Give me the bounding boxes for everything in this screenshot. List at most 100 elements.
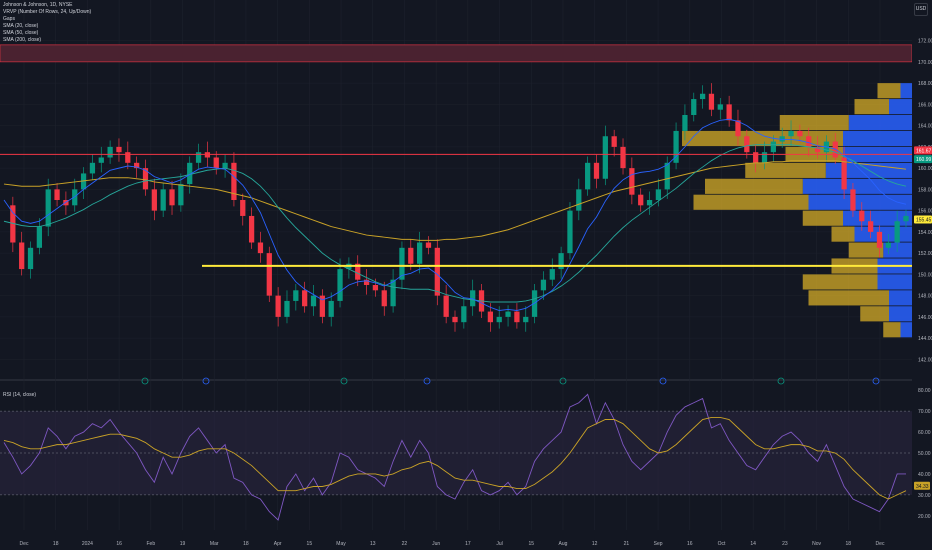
candle-body bbox=[248, 215, 255, 243]
x-tick-label: Feb bbox=[147, 541, 156, 547]
candle-body bbox=[514, 311, 520, 323]
horizontal-lines[interactable] bbox=[0, 153, 912, 267]
candle-body bbox=[788, 130, 794, 137]
profile-row-down bbox=[900, 322, 912, 338]
rsi-legend[interactable]: RSI (14, close) bbox=[3, 392, 37, 398]
candle-body bbox=[302, 290, 308, 307]
legend-sma20[interactable]: SMA (20, close) bbox=[3, 23, 39, 29]
y-tick-label: 166.00 bbox=[918, 102, 932, 108]
rsi-y-tick-label: 60.00 bbox=[918, 430, 931, 436]
candle-body bbox=[814, 146, 821, 153]
x-tick-label: Mar bbox=[210, 541, 219, 547]
rsi-badge-label: 34.33 bbox=[916, 484, 929, 490]
x-tick-label: 15 bbox=[307, 541, 313, 547]
candle-body bbox=[363, 279, 370, 285]
candle-body bbox=[505, 311, 511, 317]
sma20-line bbox=[3, 118, 907, 311]
x-tick-label: Jun bbox=[432, 541, 440, 547]
profile-row-down bbox=[889, 306, 912, 322]
candle-body bbox=[540, 279, 547, 291]
event-marker[interactable] bbox=[872, 377, 880, 385]
x-tick-label: Sep bbox=[654, 541, 663, 547]
candle-body bbox=[726, 104, 732, 121]
event-marker[interactable] bbox=[141, 377, 149, 385]
candle-body bbox=[567, 210, 573, 254]
legend-sma200[interactable]: SMA (200, close) bbox=[3, 37, 42, 43]
candle-body bbox=[231, 162, 237, 200]
y-tick-label: 164.00 bbox=[918, 124, 932, 130]
candle-body bbox=[496, 316, 502, 323]
y-tick-label: 152.00 bbox=[918, 251, 932, 257]
candle-body bbox=[629, 168, 635, 195]
candle-body bbox=[372, 285, 379, 291]
legend-vrvp[interactable]: VRVP (Number Of Rows, 24, Up/Down) bbox=[3, 9, 92, 15]
legend-gaps[interactable]: Gaps bbox=[3, 16, 15, 22]
candle-body bbox=[408, 247, 414, 264]
x-tick-label: 16 bbox=[687, 541, 693, 547]
candle-body bbox=[452, 316, 458, 323]
legend-sma50[interactable]: SMA (50, close) bbox=[3, 30, 39, 36]
event-marker[interactable] bbox=[559, 377, 567, 385]
candle-body bbox=[673, 130, 679, 163]
candle-body bbox=[735, 120, 741, 137]
price-badge bbox=[914, 215, 932, 224]
event-marker[interactable] bbox=[340, 377, 348, 385]
candle-body bbox=[487, 311, 493, 323]
candle-body bbox=[461, 306, 467, 323]
x-tick-label: 14 bbox=[750, 541, 756, 547]
candle-body bbox=[434, 247, 440, 296]
candle-body bbox=[868, 221, 874, 232]
profile-row-down bbox=[843, 210, 912, 226]
candle-body bbox=[151, 189, 157, 211]
legend-title[interactable]: Johnson & Johnson, 1D, NYSE bbox=[3, 2, 73, 8]
x-tick-label: May bbox=[336, 541, 346, 547]
currency-button[interactable]: USD bbox=[914, 3, 928, 16]
x-tick-label: 16 bbox=[116, 541, 122, 547]
candle-body bbox=[708, 93, 715, 110]
x-tick-label: 17 bbox=[465, 541, 471, 547]
candle-body bbox=[638, 194, 644, 206]
candle-body bbox=[187, 162, 193, 185]
candle-body bbox=[107, 146, 113, 158]
x-tick-label: 22 bbox=[402, 541, 408, 547]
profile-row-down bbox=[889, 99, 912, 115]
candle-body bbox=[753, 152, 759, 163]
candle-body bbox=[523, 316, 529, 323]
candle-body bbox=[169, 189, 175, 206]
price-badge-label: 160.99 bbox=[916, 157, 932, 163]
resistance-zone[interactable] bbox=[0, 44, 913, 63]
candle-body bbox=[27, 247, 34, 270]
candle-body bbox=[257, 242, 264, 254]
chart-legend[interactable]: Johnson & Johnson, 1D, NYSE VRVP (Number… bbox=[3, 2, 91, 44]
candle-body bbox=[646, 200, 653, 206]
candle-body bbox=[664, 162, 670, 190]
x-tick-label: 18 bbox=[243, 541, 249, 547]
candle-body bbox=[841, 157, 847, 190]
candle-body bbox=[797, 130, 803, 137]
rsi-y-tick-label: 70.00 bbox=[918, 409, 931, 415]
candle-body bbox=[222, 162, 228, 169]
candle-body bbox=[293, 290, 299, 301]
x-tick-label: 19 bbox=[180, 541, 186, 547]
event-marker[interactable] bbox=[659, 377, 667, 385]
sma200-line bbox=[3, 160, 907, 241]
candle-body bbox=[72, 189, 78, 206]
rsi-y-tick-label: 40.00 bbox=[918, 472, 931, 478]
event-marker[interactable] bbox=[777, 377, 785, 385]
y-tick-label: 158.00 bbox=[918, 187, 932, 193]
candle-body bbox=[806, 136, 812, 147]
event-marker[interactable] bbox=[423, 377, 431, 385]
candle-body bbox=[682, 115, 688, 131]
price-badge bbox=[914, 146, 932, 155]
profile-row-up bbox=[682, 130, 843, 147]
profile-row-down bbox=[848, 115, 912, 131]
candle-body bbox=[903, 215, 909, 222]
x-tick-label: Oct bbox=[718, 541, 726, 547]
event-markers[interactable] bbox=[141, 377, 880, 385]
price-badge-label: 161.67 bbox=[916, 148, 932, 154]
candle-body bbox=[319, 295, 325, 317]
candle-body bbox=[160, 189, 166, 211]
profile-row-up bbox=[745, 162, 826, 178]
event-marker[interactable] bbox=[202, 377, 210, 385]
